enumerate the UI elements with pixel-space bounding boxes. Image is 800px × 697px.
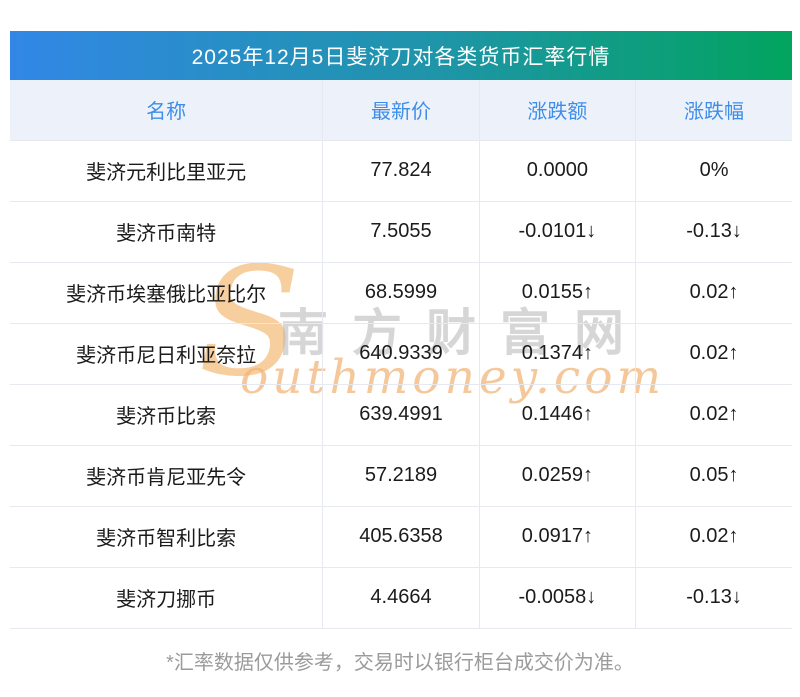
exchange-rate-table: 名称 最新价 涨跌额 涨跌幅 斐济元利比里亚元 77.824 0.0000 0% 斐济币… — [10, 80, 792, 629]
table-row: 斐济币比索 639.4991 0.1446↑ 0.02↑ — [10, 384, 792, 445]
currency-name-cell: 斐济刀挪币 — [116, 589, 217, 611]
latest-price-cell: 639.4991 — [322, 384, 480, 445]
column-header-name: 名称 — [146, 101, 187, 124]
table-header: 名称 最新价 涨跌额 涨跌幅 — [10, 80, 792, 140]
latest-price-cell: 405.6358 — [322, 506, 480, 567]
column-header-change: 涨跌额 — [478, 80, 636, 140]
change-percent-cell: -0.13↓ — [635, 567, 792, 628]
title-banner: 2025年12月5日斐济刀对各类货币汇率行情 — [10, 31, 792, 80]
column-header-price: 最新价 — [322, 80, 480, 140]
change-amount-cell: 0.0155↑ — [478, 262, 636, 323]
page-title: 2025年12月5日斐济刀对各类货币汇率行情 — [191, 45, 611, 69]
change-amount-cell: 0.1446↑ — [478, 384, 636, 445]
change-amount-cell: -0.0101↓ — [478, 201, 636, 262]
change-percent-cell: 0.02↑ — [635, 506, 792, 567]
currency-name-cell: 斐济元利比里亚元 — [86, 162, 247, 184]
header-row: 名称 最新价 涨跌额 涨跌幅 — [10, 80, 792, 140]
change-percent-cell: 0.02↑ — [635, 262, 792, 323]
change-percent-cell: 0.02↑ — [635, 323, 792, 384]
change-amount-cell: -0.0058↓ — [478, 567, 636, 628]
table-row: 斐济币智利比索 405.6358 0.0917↑ 0.02↑ — [10, 506, 792, 567]
currency-name-cell: 斐济币南特 — [116, 223, 217, 245]
latest-price-cell: 7.5055 — [322, 201, 480, 262]
latest-price-cell: 4.4664 — [322, 567, 480, 628]
latest-price-cell: 77.824 — [322, 140, 480, 201]
column-header-percent: 涨跌幅 — [635, 80, 792, 140]
table-row: 斐济刀挪币 4.4664 -0.0058↓ -0.13↓ — [10, 567, 792, 628]
table-row: 斐济币肯尼亚先令 57.2189 0.0259↑ 0.05↑ — [10, 445, 792, 506]
change-amount-cell: 0.0917↑ — [478, 506, 636, 567]
currency-name-cell: 斐济币比索 — [116, 406, 217, 428]
currency-name-cell: 斐济币智利比索 — [96, 528, 237, 550]
currency-name-cell: 斐济币埃塞俄比亚比尔 — [66, 284, 267, 306]
table-row: 斐济币埃塞俄比亚比尔 68.5999 0.0155↑ 0.02↑ — [10, 262, 792, 323]
change-percent-cell: 0.02↑ — [635, 384, 792, 445]
rate-table-body: 斐济元利比里亚元 77.824 0.0000 0% 斐济币南特 7.5055 -0.0101… — [10, 140, 792, 628]
change-amount-cell: 0.1374↑ — [478, 323, 636, 384]
change-percent-cell: 0.05↑ — [635, 445, 792, 506]
table-row: 斐济币尼日利亚奈拉 640.9339 0.1374↑ 0.02↑ — [10, 323, 792, 384]
currency-name-cell: 斐济币肯尼亚先令 — [86, 467, 247, 489]
change-amount-cell: 0.0259↑ — [478, 445, 636, 506]
table-row: 斐济币南特 7.5055 -0.0101↓ -0.13↓ — [10, 201, 792, 262]
table-row: 斐济元利比里亚元 77.824 0.0000 0% — [10, 140, 792, 201]
disclaimer-text: *汇率数据仅供参考，交易时以银行柜台成交价为准。 — [166, 652, 634, 674]
change-percent-cell: 0% — [635, 140, 792, 201]
change-amount-cell: 0.0000 — [478, 140, 636, 201]
currency-name-cell: 斐济币尼日利亚奈拉 — [76, 345, 257, 367]
change-percent-cell: -0.13↓ — [635, 201, 792, 262]
latest-price-cell: 68.5999 — [322, 262, 480, 323]
latest-price-cell: 640.9339 — [322, 323, 480, 384]
latest-price-cell: 57.2189 — [322, 445, 480, 506]
